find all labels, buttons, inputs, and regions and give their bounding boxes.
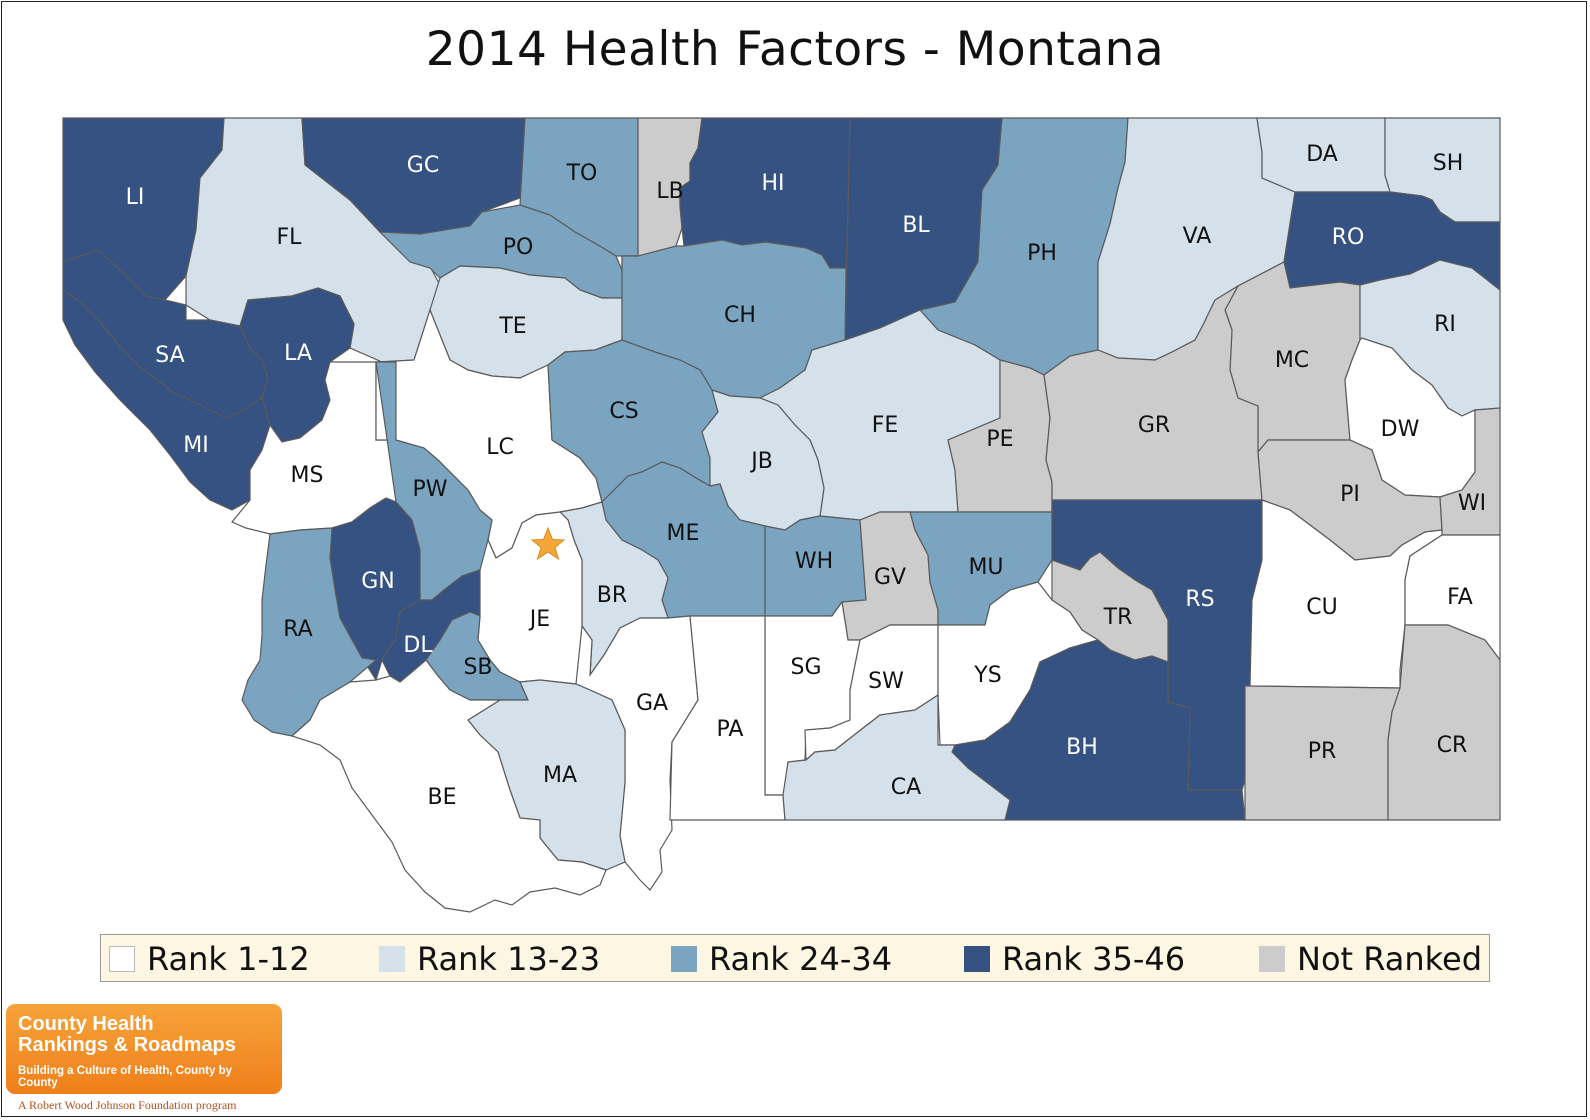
county-label-ro: RO [1332,225,1365,250]
county-label-pa: PA [717,717,744,742]
county-label-dl: DL [403,633,433,658]
county-label-fe: FE [872,413,899,438]
county-label-to: TO [566,161,598,186]
county-label-tr: TR [1103,605,1133,630]
legend-item-rank-13-23: Rank 13-23 [379,940,601,978]
county-be [290,659,607,913]
legend-label: Rank 35-46 [1002,940,1186,978]
county-label-gn: GN [361,569,395,594]
county-label-be: BE [428,785,457,810]
county-label-lb: LB [656,179,683,204]
county-label-gv: GV [874,565,906,590]
county-label-pr: PR [1308,739,1337,764]
legend-swatch [964,946,990,972]
legend-swatch [379,946,405,972]
legend-swatch [1259,946,1285,972]
legend-swatch [671,946,697,972]
county-label-fa: FA [1447,585,1473,610]
county-gr [1043,284,1263,501]
county-label-ph: PH [1027,241,1057,266]
legend-item-rank-1-12: Rank 1-12 [109,940,310,978]
county-label-ys: YS [973,663,1001,688]
county-label-dw: DW [1381,417,1420,442]
county-label-bl: BL [902,213,930,238]
county-label-sh: SH [1433,151,1464,176]
map-legend: Rank 1-12 Rank 13-23 Rank 24-34 Rank 35-… [100,934,1490,982]
county-ca [782,693,1011,821]
county-label-ca: CA [891,775,921,800]
county-label-cr: CR [1437,733,1468,758]
county-label-la: LA [284,341,312,366]
county-label-fl: FL [277,225,303,250]
county-label-hi: HI [761,171,784,196]
county-label-da: DA [1306,142,1338,167]
county-label-te: TE [498,314,526,339]
county-label-pw: PW [412,477,447,502]
county-label-sg: SG [790,655,821,680]
map-title: 2014 Health Factors - Montana [425,22,1165,77]
legend-item-rank-35-46: Rank 35-46 [964,940,1186,978]
county-label-sb: SB [463,655,492,680]
county-label-br: BR [597,583,627,608]
county-label-ms: MS [291,463,324,488]
county-label-me: ME [667,521,700,546]
legend-item-not-ranked: Not Ranked [1259,940,1483,978]
county-label-ch: CH [724,303,756,328]
county-label-va: VA [1183,224,1212,249]
legend-label: Rank 13-23 [417,940,601,978]
legend-label: Not Ranked [1297,940,1483,978]
county-label-cu: CU [1306,595,1337,620]
county-label-ma: MA [543,763,577,788]
county-label-jb: JB [749,449,773,474]
county-label-ri: RI [1434,312,1456,337]
county-label-sw: SW [868,669,904,694]
logo-line-1: County Health [18,1013,154,1035]
logo-tagline: Building a Culture of Health, County by … [18,1065,233,1089]
county-label-ga: GA [636,691,668,716]
county-cr [1387,624,1501,821]
county-label-bh: BH [1066,735,1098,760]
county-label-li: LI [126,185,145,210]
county-label-pe: PE [986,427,1013,452]
county-label-sa: SA [155,343,184,368]
sponsor-text: A Robert Wood Johnson Foundation program [18,1098,237,1112]
county-label-gr: GR [1138,413,1170,438]
county-label-je: JE [528,607,550,632]
legend-swatch [109,946,135,972]
capital-star-icon [530,526,566,561]
county-health-rankings-logo: County Health Rankings & Roadmaps Buildi… [6,1004,282,1094]
county-label-gc: GC [407,153,439,178]
county-label-mi: MI [183,433,208,458]
county-label-mu: MU [968,555,1003,580]
county-label-wi: WI [1458,491,1486,516]
county-label-rs: RS [1185,587,1214,612]
county-label-lc: LC [486,435,514,460]
logo-line-2: Rankings & Roadmaps [18,1034,236,1056]
county-label-wh: WH [795,549,833,574]
legend-item-rank-24-34: Rank 24-34 [671,940,893,978]
county-label-po: PO [503,235,534,260]
legend-label: Rank 1-12 [147,940,310,978]
county-label-pi: PI [1340,482,1360,507]
county-label-cs: CS [609,399,638,424]
county-label-mc: MC [1275,348,1309,373]
legend-label: Rank 24-34 [709,940,893,978]
county-label-ra: RA [283,617,312,642]
